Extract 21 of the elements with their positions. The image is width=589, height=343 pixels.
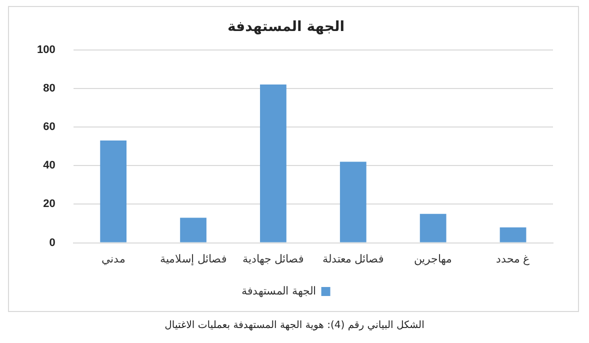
x-tick-label: مهاجرين	[414, 253, 452, 266]
x-tick-label: فصائل معتدلة	[322, 253, 384, 266]
y-tick-label: 100	[36, 44, 56, 56]
x-tick-label: فصائل جهادية	[242, 253, 304, 266]
bar	[500, 227, 526, 242]
bar	[100, 140, 127, 242]
chart-title: الجهة المستهدفة	[227, 19, 345, 36]
x-tick-label: مدني	[101, 253, 126, 266]
y-tick-label: 20	[43, 198, 56, 210]
y-tick-label: 80	[43, 82, 56, 94]
bar	[180, 218, 206, 242]
bar	[420, 214, 446, 242]
y-tick-label: 60	[43, 121, 56, 134]
bar	[260, 84, 286, 242]
y-tick-label: 0	[49, 236, 56, 249]
x-tick-label: غ محدد	[496, 253, 530, 266]
text: الشكل البياني رقم (4): هوية الجهة المستهدفة بعمليات الاغتيال	[164, 320, 426, 331]
bar	[340, 162, 366, 242]
y-tick-label: 40	[43, 160, 56, 172]
legend-label: الجهة المستهدفة	[242, 286, 316, 298]
x-tick-label: فصائل إسلامية	[160, 253, 226, 266]
